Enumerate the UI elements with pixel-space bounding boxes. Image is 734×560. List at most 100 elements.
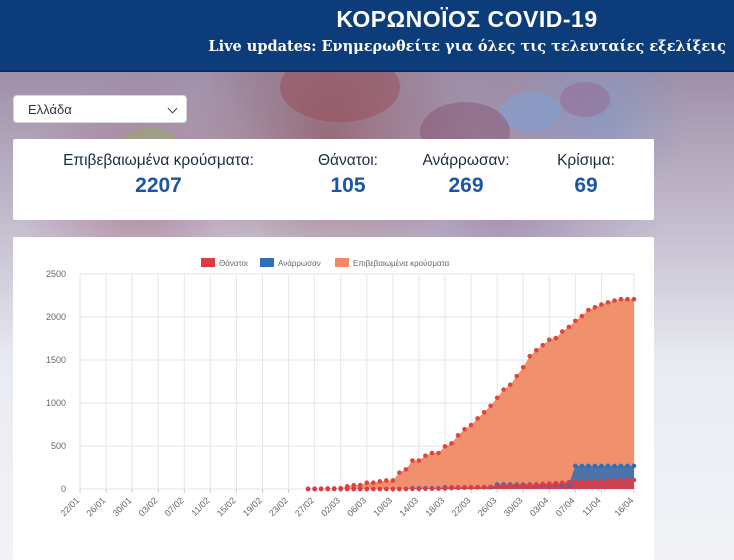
data-point[interactable]: [612, 478, 617, 483]
data-point[interactable]: [579, 313, 585, 319]
data-point[interactable]: [416, 486, 422, 492]
data-point[interactable]: [533, 347, 539, 353]
data-point[interactable]: [462, 485, 467, 491]
data-point[interactable]: [599, 463, 604, 469]
data-point[interactable]: [592, 478, 598, 484]
data-point[interactable]: [442, 486, 448, 491]
data-point[interactable]: [553, 480, 559, 486]
data-point[interactable]: [599, 302, 604, 307]
data-point[interactable]: [546, 337, 552, 343]
data-point[interactable]: [612, 298, 617, 303]
data-point[interactable]: [455, 485, 461, 491]
data-point[interactable]: [540, 342, 546, 348]
data-point[interactable]: [566, 479, 572, 485]
data-point[interactable]: [631, 463, 637, 469]
data-point[interactable]: [410, 486, 415, 492]
data-point[interactable]: [605, 478, 611, 483]
data-point[interactable]: [514, 373, 519, 379]
data-point[interactable]: [370, 480, 376, 486]
country-select[interactable]: Ελλάδα: [13, 95, 187, 123]
data-point[interactable]: [403, 467, 409, 472]
data-point[interactable]: [436, 450, 441, 456]
data-point[interactable]: [618, 296, 624, 302]
data-point[interactable]: [488, 484, 493, 490]
data-point[interactable]: [586, 479, 591, 484]
data-point[interactable]: [520, 365, 526, 370]
data-point[interactable]: [586, 463, 591, 469]
data-point[interactable]: [397, 470, 402, 475]
data-point[interactable]: [507, 382, 513, 388]
data-point[interactable]: [429, 486, 435, 491]
data-point[interactable]: [475, 416, 480, 421]
data-point[interactable]: [338, 486, 344, 492]
data-point[interactable]: [357, 482, 363, 488]
data-point[interactable]: [631, 296, 637, 302]
data-point[interactable]: [592, 304, 598, 310]
data-point[interactable]: [527, 353, 533, 359]
data-point[interactable]: [501, 483, 506, 489]
legend-label[interactable]: Ανάρρωσαν: [278, 259, 321, 268]
legend-label[interactable]: Θάνατοι: [219, 259, 248, 268]
data-point[interactable]: [546, 481, 552, 486]
data-point[interactable]: [305, 486, 311, 492]
data-point[interactable]: [468, 485, 474, 490]
data-point[interactable]: [520, 482, 526, 488]
data-point[interactable]: [618, 478, 624, 483]
data-point[interactable]: [631, 477, 637, 483]
data-point[interactable]: [566, 324, 572, 330]
data-point[interactable]: [351, 482, 357, 488]
data-point[interactable]: [344, 486, 350, 492]
data-point[interactable]: [625, 463, 630, 469]
data-point[interactable]: [625, 477, 630, 483]
data-point[interactable]: [475, 484, 480, 490]
data-point[interactable]: [325, 486, 330, 492]
data-point[interactable]: [377, 486, 383, 492]
legend-label[interactable]: Επιβεβαιωμένα κρούσματα: [353, 259, 450, 268]
data-point[interactable]: [612, 463, 617, 469]
data-point[interactable]: [573, 463, 578, 469]
data-point[interactable]: [527, 482, 533, 487]
data-point[interactable]: [390, 478, 396, 483]
data-point[interactable]: [605, 300, 611, 305]
data-point[interactable]: [494, 484, 500, 489]
data-point[interactable]: [410, 458, 415, 463]
data-point[interactable]: [416, 458, 422, 463]
data-point[interactable]: [364, 486, 370, 492]
data-point[interactable]: [592, 463, 598, 469]
data-point[interactable]: [384, 486, 389, 492]
data-point[interactable]: [514, 483, 519, 488]
data-point[interactable]: [481, 409, 487, 415]
data-point[interactable]: [423, 486, 428, 492]
data-point[interactable]: [390, 486, 396, 492]
data-point[interactable]: [468, 422, 474, 428]
data-point[interactable]: [442, 444, 448, 449]
data-point[interactable]: [384, 478, 389, 483]
data-point[interactable]: [488, 403, 493, 409]
data-point[interactable]: [625, 296, 630, 302]
data-point[interactable]: [501, 387, 506, 392]
data-point[interactable]: [449, 441, 454, 446]
data-point[interactable]: [579, 479, 585, 485]
data-point[interactable]: [312, 486, 317, 492]
data-point[interactable]: [370, 486, 376, 492]
data-point[interactable]: [586, 307, 591, 313]
data-point[interactable]: [397, 486, 402, 492]
data-point[interactable]: [436, 486, 441, 491]
data-point[interactable]: [351, 486, 357, 492]
data-point[interactable]: [533, 482, 539, 487]
data-point[interactable]: [481, 484, 487, 490]
data-point[interactable]: [507, 483, 513, 489]
data-point[interactable]: [560, 329, 565, 334]
data-point[interactable]: [540, 481, 546, 487]
data-point[interactable]: [455, 433, 461, 438]
data-point[interactable]: [553, 335, 559, 341]
data-point[interactable]: [403, 486, 409, 492]
data-point[interactable]: [364, 480, 370, 486]
data-point[interactable]: [318, 486, 324, 492]
data-point[interactable]: [599, 478, 604, 484]
data-point[interactable]: [573, 318, 578, 324]
data-point[interactable]: [429, 450, 435, 456]
data-point[interactable]: [357, 486, 363, 492]
data-point[interactable]: [423, 453, 428, 459]
data-point[interactable]: [462, 426, 467, 432]
